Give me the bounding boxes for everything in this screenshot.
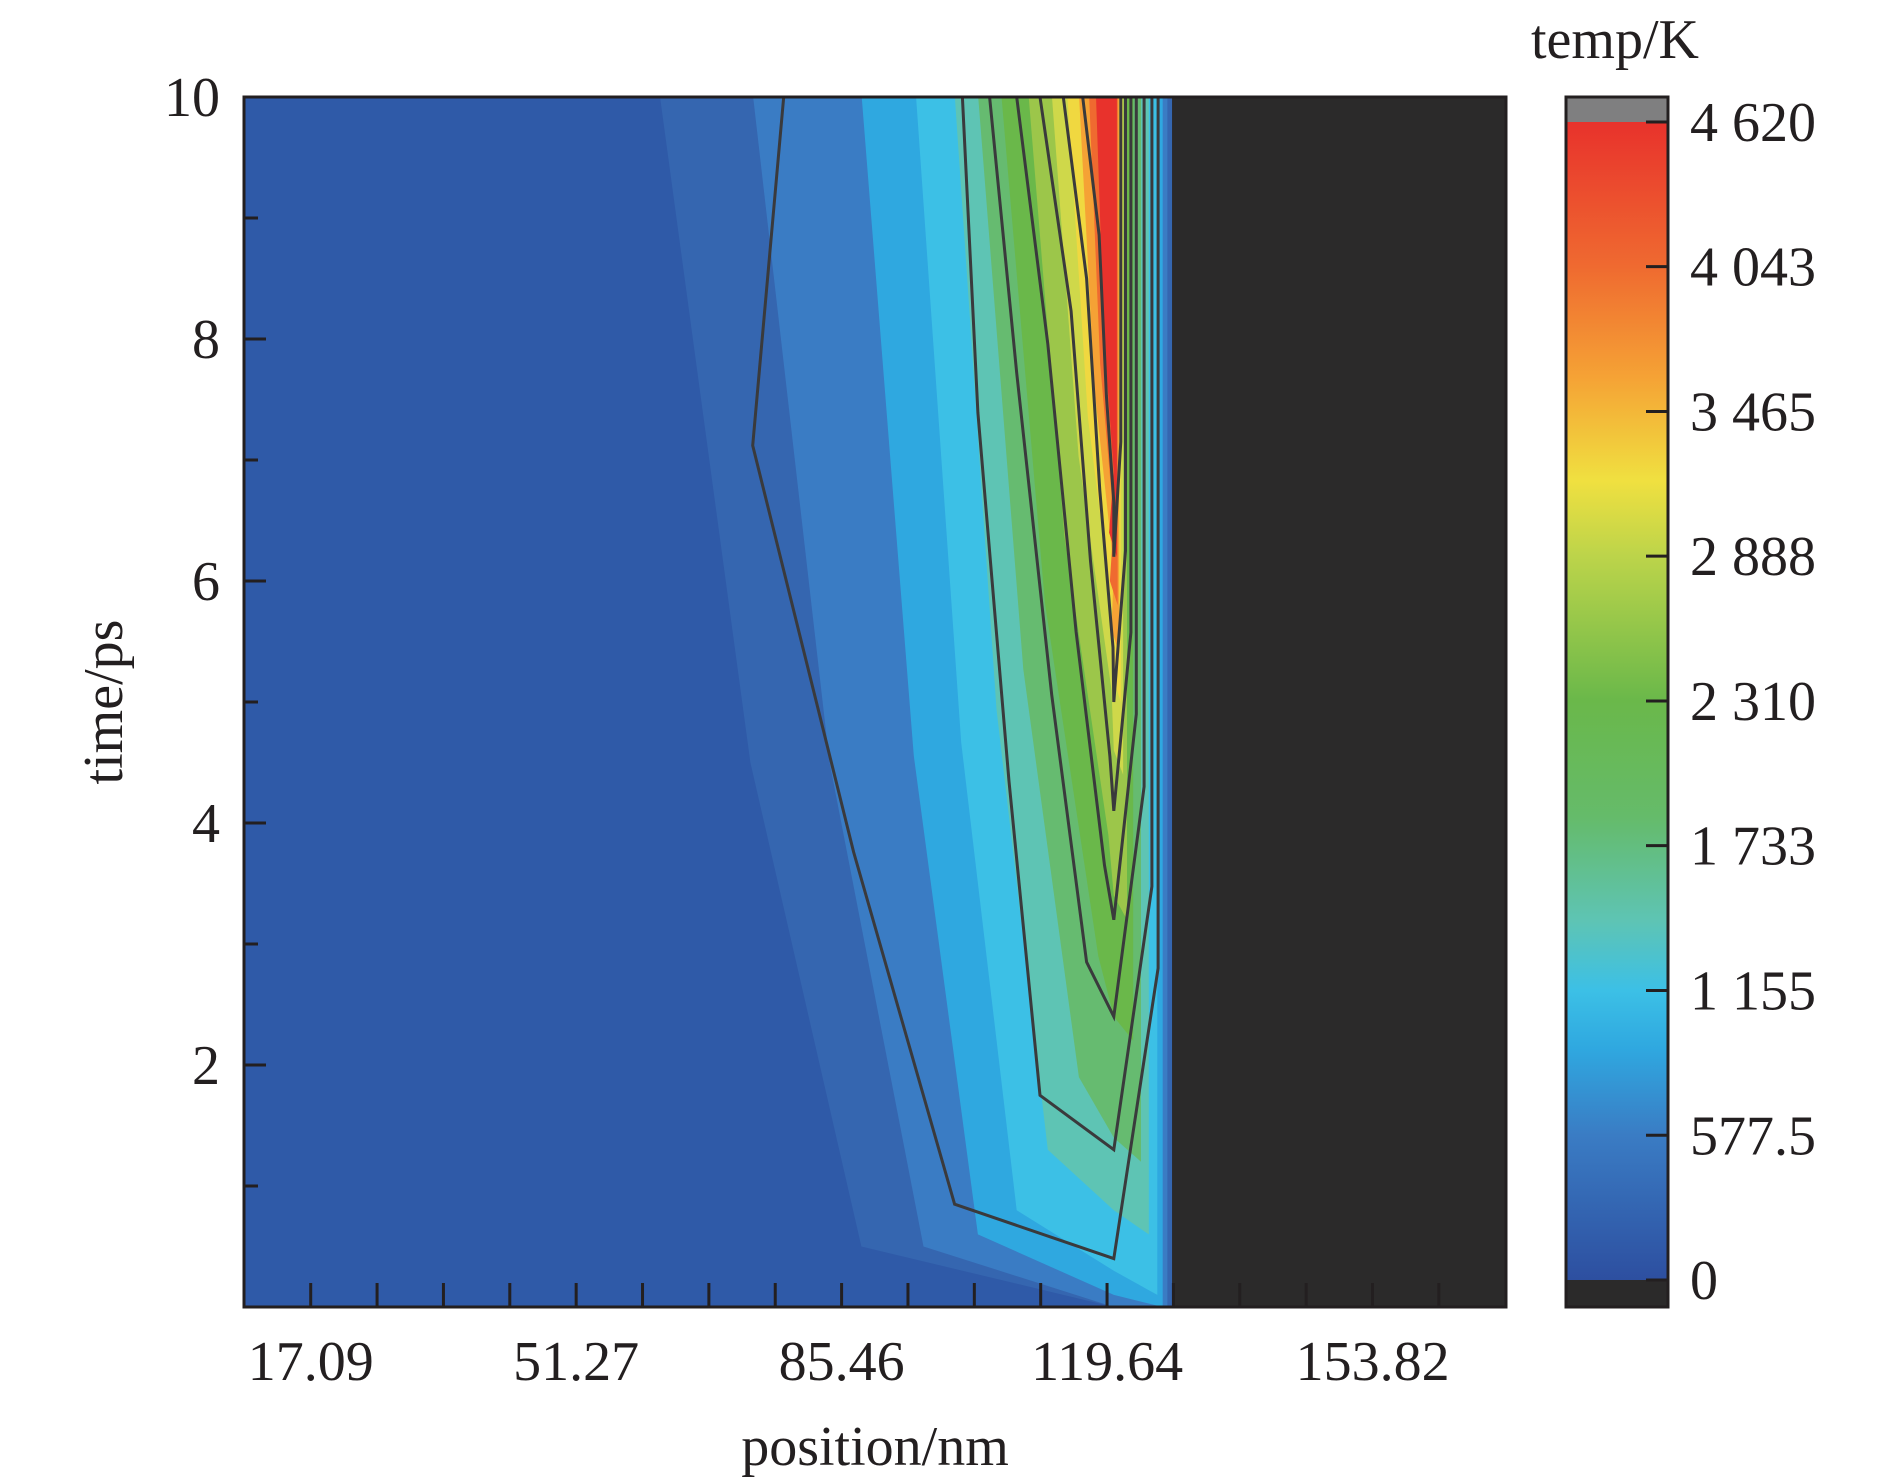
y-axis: 2 4 6 8 10 [164,67,266,1188]
y-tick-label: 6 [192,551,220,613]
colorbar-below-min [1566,1280,1668,1307]
contour-line-1732.5 [988,97,1146,1022]
x-tick-label: 85.46 [779,1331,905,1393]
y-tick-label: 4 [192,793,220,855]
colorbar-tick-label: 0 [1690,1250,1718,1312]
contour-line-577.5 [751,97,1160,1261]
colorbar-tick-label: 2 888 [1690,526,1816,588]
x-axis: 17.09 51.27 85.46 119.64 153.82 [248,1283,1450,1393]
contour-line-3465 [1061,97,1127,703]
colorbar-above-max [1566,97,1668,122]
y-tick-label: 10 [164,67,220,129]
colorbar-tick-label: 1 155 [1690,961,1816,1023]
colorbar-tick-label: 577.5 [1690,1105,1816,1167]
colorbar-tick-label: 3 465 [1690,382,1816,444]
contour-line-4042.5 [1081,97,1123,557]
y-axis-title: time/ps [73,620,135,785]
plot-area [244,97,1506,1307]
temperature-band-12 [1096,97,1117,557]
x-axis-title: position/nm [741,1416,1009,1478]
colorbar-tick-label: 2 310 [1690,671,1816,733]
y-tick-label: 8 [192,309,220,371]
contour-line-1155 [960,97,1154,1153]
x-tick-label: 17.09 [248,1331,374,1393]
x-tick-label: 119.64 [1031,1331,1183,1393]
x-tick-label: 153.82 [1296,1331,1450,1393]
contour-line-2887.5 [1038,97,1133,812]
colorbar-tick-label: 1 733 [1690,816,1816,878]
colorbar-tick-label: 4 620 [1690,92,1816,154]
colorbar: 4 620 4 043 3 465 2 888 2 310 1 733 1 155 577.5… [1531,9,1816,1312]
solid-region [1172,97,1506,1307]
colorbar-title: temp/K [1531,9,1699,71]
contour-line-2310 [1015,97,1138,921]
y-tick-label: 2 [192,1035,220,1097]
x-tick-label: 51.27 [513,1331,639,1393]
colorbar-tick-label: 4 043 [1690,237,1816,299]
